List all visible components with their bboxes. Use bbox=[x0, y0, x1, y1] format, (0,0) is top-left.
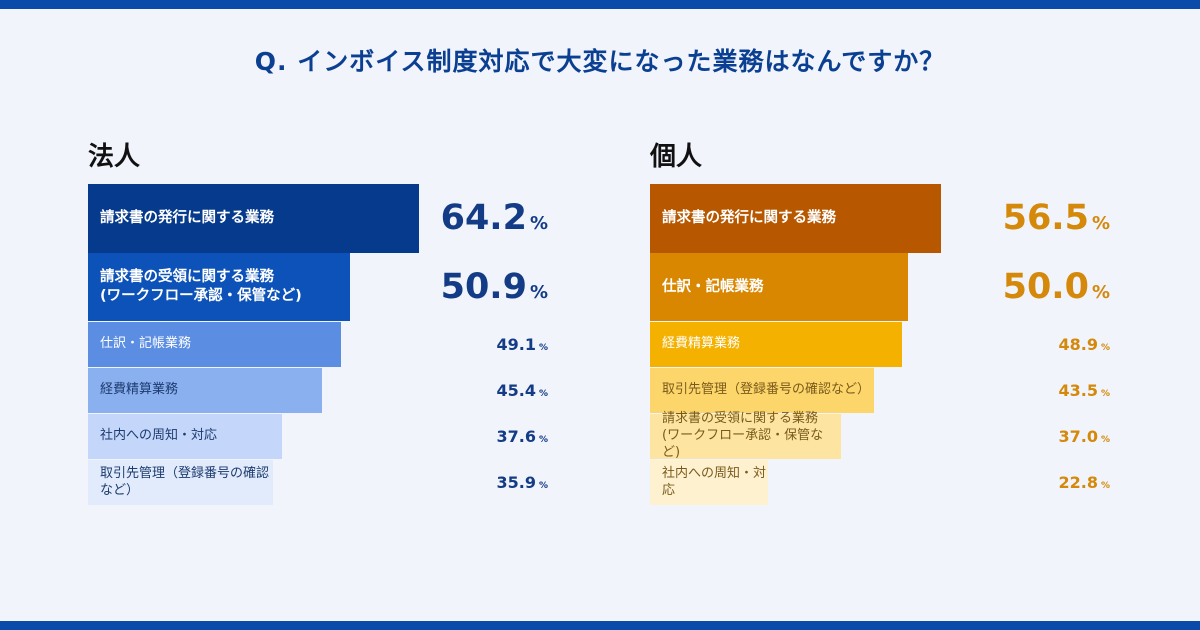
indiv-value-unit-6: % bbox=[1100, 481, 1110, 491]
indiv-value-label-1: 56.5% bbox=[950, 184, 1110, 253]
corp-value-label-1: 64.2% bbox=[388, 184, 548, 253]
indiv-value-number-4: 43.5 bbox=[1058, 381, 1098, 400]
indiv-bar-6: 社内への周知・対応 bbox=[650, 460, 768, 505]
corp-value-label-5: 37.6% bbox=[388, 414, 548, 459]
individual-panel-title: 個人 bbox=[650, 142, 703, 172]
corp-value-unit-3: % bbox=[538, 343, 548, 353]
indiv-bar-4: 取引先管理（登録番号の確認など） bbox=[650, 368, 874, 413]
chart-title: Q. インボイス制度対応で大変になった業務はなんですか？ bbox=[254, 47, 946, 76]
corp-value-label-3: 49.1% bbox=[388, 322, 548, 367]
corp-value-number-4: 45.4 bbox=[496, 381, 536, 400]
indiv-value-label-2: 50.0% bbox=[950, 253, 1110, 321]
indiv-value-unit-3: % bbox=[1100, 343, 1110, 353]
corp-value-label-4: 45.4% bbox=[388, 368, 548, 413]
indiv-value-number-3: 48.9 bbox=[1058, 335, 1098, 354]
corp-value-number-6: 35.9 bbox=[496, 473, 536, 492]
corp-value-unit-1: % bbox=[529, 213, 548, 234]
indiv-bar-2: 仕訳・記帳業務 bbox=[650, 253, 908, 321]
corp-value-unit-6: % bbox=[538, 481, 548, 491]
corp-bar-3: 仕訳・記帳業務 bbox=[88, 322, 341, 367]
indiv-value-label-4: 43.5% bbox=[950, 368, 1110, 413]
indiv-value-unit-1: % bbox=[1091, 213, 1110, 234]
corp-bar-5: 社内への周知・対応 bbox=[88, 414, 282, 459]
bottom-frame-border bbox=[0, 621, 1200, 630]
corp-value-unit-4: % bbox=[538, 389, 548, 399]
indiv-value-unit-4: % bbox=[1100, 389, 1110, 399]
corp-value-label-6: 35.9% bbox=[388, 460, 548, 505]
corp-bar-4: 経費精算業務 bbox=[88, 368, 322, 413]
indiv-bar-5: 請求書の受領に関する業務 (ワークフロー承認・保管など) bbox=[650, 411, 841, 460]
indiv-value-label-6: 22.8% bbox=[950, 460, 1110, 505]
corp-value-number-2: 50.9 bbox=[440, 267, 527, 307]
indiv-value-number-6: 22.8 bbox=[1058, 473, 1098, 492]
corp-value-number-1: 64.2 bbox=[440, 198, 527, 238]
corporate-panel-title: 法人 bbox=[88, 142, 141, 172]
indiv-value-label-5: 37.0% bbox=[950, 414, 1110, 459]
indiv-value-number-2: 50.0 bbox=[1002, 267, 1089, 307]
corp-bar-6: 取引先管理（登録番号の確認など） bbox=[88, 460, 273, 505]
indiv-value-unit-5: % bbox=[1100, 435, 1110, 445]
corp-value-unit-5: % bbox=[538, 435, 548, 445]
corp-bar-2: 請求書の受領に関する業務 (ワークフロー承認・保管など) bbox=[88, 253, 350, 321]
corp-value-number-3: 49.1 bbox=[496, 335, 536, 354]
indiv-bar-3: 経費精算業務 bbox=[650, 322, 902, 367]
indiv-bar-1: 請求書の発行に関する業務 bbox=[650, 184, 941, 253]
indiv-value-number-1: 56.5 bbox=[1002, 198, 1089, 238]
corp-value-label-2: 50.9% bbox=[388, 253, 548, 321]
corp-value-number-5: 37.6 bbox=[496, 427, 536, 446]
indiv-value-label-3: 48.9% bbox=[950, 322, 1110, 367]
corp-value-unit-2: % bbox=[529, 282, 548, 303]
indiv-value-unit-2: % bbox=[1091, 282, 1110, 303]
corp-bar-1: 請求書の発行に関する業務 bbox=[88, 184, 419, 253]
top-frame-border bbox=[0, 0, 1200, 9]
indiv-value-number-5: 37.0 bbox=[1058, 427, 1098, 446]
